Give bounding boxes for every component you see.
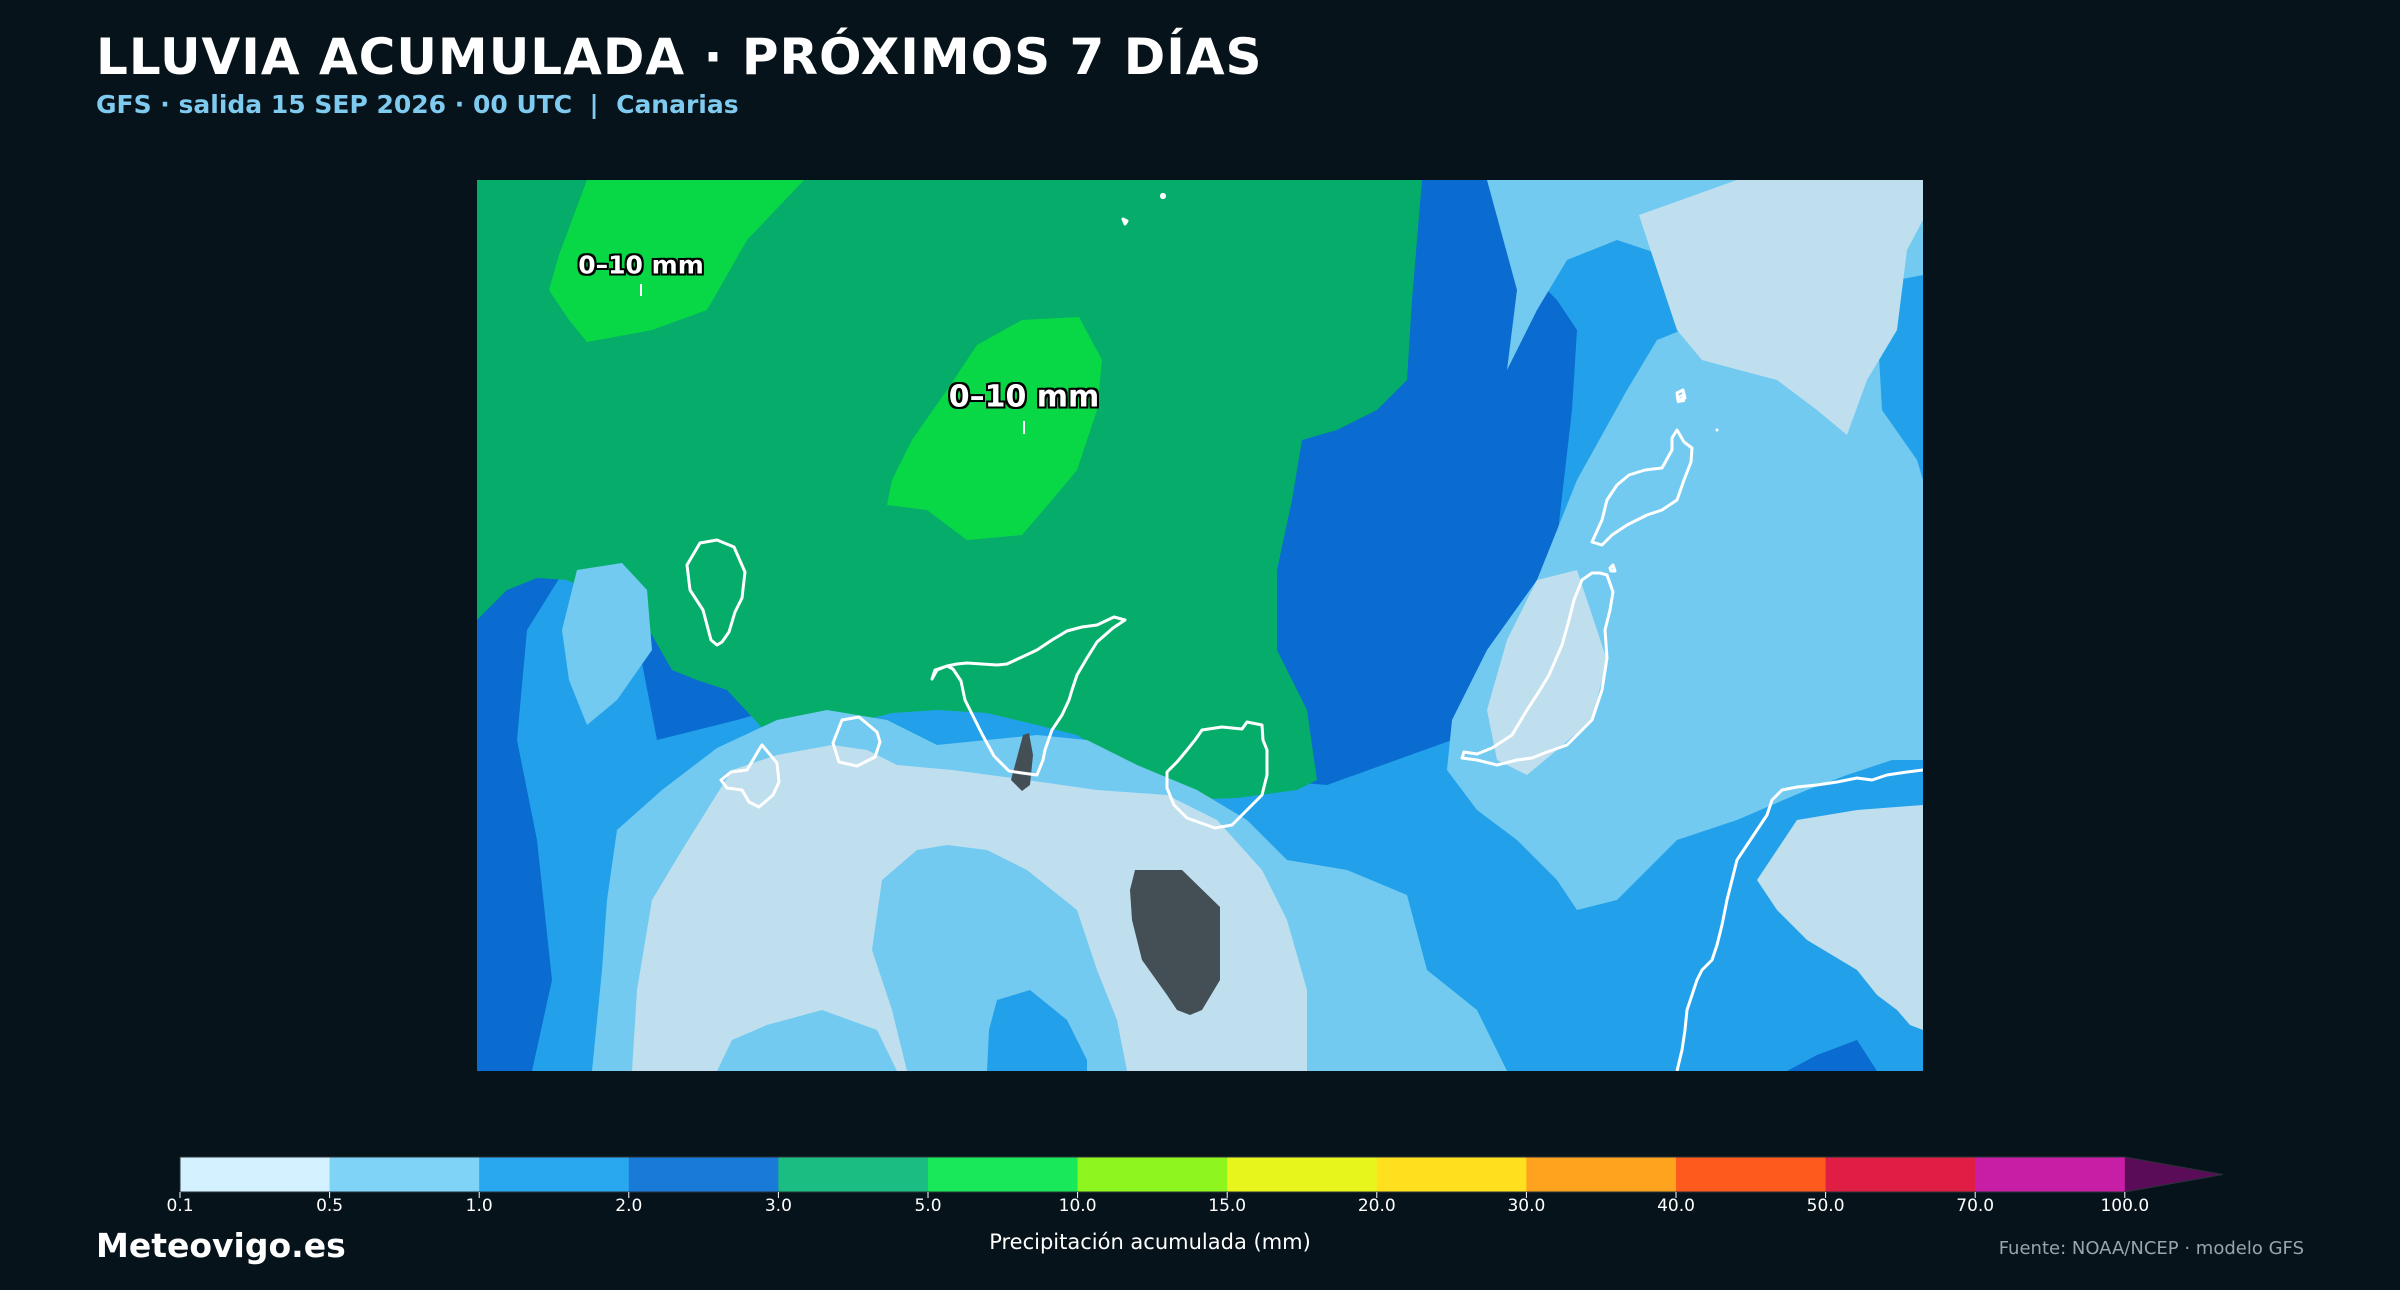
colorbar-segment	[1376, 1157, 1527, 1192]
page-subtitle: GFS · salida 15 SEP 2026 · 00 UTC | Cana…	[96, 90, 739, 119]
islet-salvajes-2	[1160, 193, 1166, 199]
colorbar-segment	[1825, 1157, 1976, 1192]
colorbar-tick-label: 3.0	[764, 1196, 792, 1216]
colorbar-tick-label: 10.0	[1058, 1196, 1097, 1216]
rain-band-5-10mm	[549, 180, 804, 342]
island-la-palma	[685, 538, 747, 647]
island-lanzarote	[1590, 428, 1694, 547]
colorbar-tick-label: 30.0	[1507, 1196, 1546, 1216]
rain-band-0.1-0.5mm	[1487, 570, 1607, 775]
island-fuerteventura	[1460, 571, 1615, 767]
brand-logo: Meteovigo.es	[96, 1226, 346, 1265]
precipitation-map: 0–10 mm 0–10 mm	[477, 180, 1923, 1071]
islet-lanzarote-north	[1715, 428, 1719, 432]
islet-roque	[1675, 393, 1686, 404]
colorbar-tick-label: 40.0	[1657, 1196, 1695, 1216]
rain-band-0.5-1mm	[562, 563, 652, 725]
colorbar-segment	[1526, 1157, 1677, 1192]
map-label-center: 0–10 mm	[948, 379, 1100, 415]
colorbar-extend-arrow	[2124, 1157, 2223, 1192]
colorbar-outline	[179, 1156, 2223, 1193]
colorbar-tick-label: 1.0	[465, 1196, 493, 1216]
coast-africa	[1675, 768, 1923, 1071]
colorbar-segment	[1676, 1157, 1827, 1192]
island-el-hierro	[719, 743, 781, 809]
rain-band-1-2mm	[1772, 960, 1923, 1071]
colorbar-tick-label: 2.0	[615, 1196, 643, 1216]
colorbar-tick-label: 100.0	[2100, 1196, 2150, 1216]
terrain-mask	[1011, 733, 1033, 791]
islet-alegranza	[1608, 563, 1617, 573]
rain-band-1-2mm	[987, 990, 1087, 1071]
rain-band-5-10mm	[887, 317, 1102, 540]
colorbar-segment	[928, 1157, 1079, 1192]
island-gran-canaria	[1165, 720, 1269, 830]
colorbar-segment	[778, 1157, 929, 1192]
rain-band-0.1-0.5mm	[1639, 180, 1923, 435]
source-credit: Fuente: NOAA/NCEP · modelo GFS	[1998, 1238, 2304, 1259]
colorbar-caption: Precipitación acumulada (mm)	[989, 1230, 1311, 1254]
colorbar-tick-label: 0.1	[166, 1196, 194, 1216]
rain-band-0.1-0.5mm	[1757, 805, 1923, 1030]
terrain-mask	[1130, 870, 1220, 1015]
rain-band-0.5-1mm	[872, 845, 1127, 1071]
colorbar-segment	[479, 1157, 630, 1192]
map-label-nw: 0–10 mm	[578, 250, 704, 280]
colorbar-segment	[628, 1157, 779, 1192]
rain-band-2-3mm	[1787, 1040, 1877, 1071]
page-title: LLUVIA ACUMULADA · PRÓXIMOS 7 DÍAS	[96, 28, 1263, 86]
island-tenerife	[930, 615, 1127, 777]
colorbar-tick-label: 5.0	[914, 1196, 942, 1216]
colorbar-segment	[329, 1157, 480, 1192]
islet-salvajes-3	[1123, 220, 1127, 224]
colorbar-segment	[180, 1157, 331, 1192]
colorbar-tick-label: 70.0	[1956, 1196, 1995, 1216]
colorbar-tick-label: 20.0	[1357, 1196, 1396, 1216]
colorbar-tick-label: 0.5	[316, 1196, 344, 1216]
colorbar-segment	[1975, 1157, 2126, 1192]
colorbar-tick-label: 50.0	[1806, 1196, 1845, 1216]
colorbar-tick-label: 15.0	[1208, 1196, 1247, 1216]
colorbar-segment	[1227, 1157, 1378, 1192]
island-la-gomera	[831, 715, 882, 768]
rain-band-0.5-1mm	[717, 1010, 897, 1071]
colorbar-segment	[1077, 1157, 1228, 1192]
